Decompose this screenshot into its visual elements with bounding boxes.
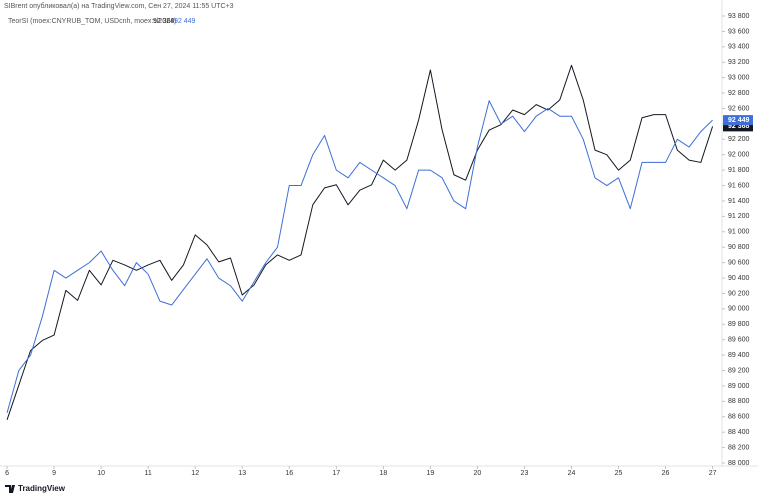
y-tick-label: 91 400 — [728, 198, 750, 205]
x-tick-label: 24 — [568, 470, 576, 477]
y-tick-label: 90 600 — [728, 259, 750, 266]
series-line — [6, 100, 713, 414]
y-tick-label: 91 000 — [728, 229, 750, 236]
x-tick-label: 13 — [238, 470, 246, 477]
legend-title: TeorSI (moex:CNYRUB_TOM, USDcnh, moex:si… — [8, 18, 176, 25]
price-box-bg — [723, 121, 753, 132]
price-box-bg — [723, 115, 753, 126]
y-tick-label: 91 800 — [728, 167, 750, 174]
x-tick-label: 9 — [52, 470, 56, 477]
y-tick-label: 88 600 — [728, 414, 750, 421]
y-tick-label: 93 200 — [728, 59, 750, 66]
y-tick-label: 88 800 — [728, 398, 750, 405]
y-tick-label: 88 200 — [728, 444, 750, 451]
y-tick-label: 88 400 — [728, 429, 750, 436]
y-tick-label: 90 000 — [728, 306, 750, 313]
y-tick-label: 89 400 — [728, 352, 750, 359]
price-box-label: 92 449 — [728, 117, 750, 124]
y-tick-label: 90 800 — [728, 244, 750, 251]
y-tick-label: 93 600 — [728, 28, 750, 35]
x-tick-label: 10 — [97, 470, 105, 477]
y-tick-label: 89 600 — [728, 337, 750, 344]
y-tick-label: 88 000 — [728, 460, 750, 467]
logo — [5, 485, 15, 493]
x-tick-label: 11 — [145, 470, 152, 477]
y-tick-label: 92 800 — [728, 90, 750, 97]
y-tick-label: 91 600 — [728, 182, 750, 189]
x-tick-label: 18 — [379, 470, 387, 477]
y-tick-label: 89 000 — [728, 383, 750, 390]
y-tick-label: 90 400 — [728, 275, 750, 282]
y-tick-label: 92 200 — [728, 136, 750, 143]
y-tick-label: 89 800 — [728, 321, 750, 328]
y-tick-label: 92 000 — [728, 152, 750, 159]
x-tick-label: 17 — [332, 470, 340, 477]
x-tick-label: 16 — [285, 470, 293, 477]
legend-value: 92 368 — [153, 18, 175, 25]
x-tick-label: 6 — [5, 470, 9, 477]
price-box-label: 92 368 — [728, 123, 750, 130]
x-tick-label: 27 — [709, 470, 717, 477]
y-tick-label: 93 000 — [728, 74, 750, 81]
x-tick-label: 20 — [474, 470, 482, 477]
y-tick-label: 91 200 — [728, 213, 750, 220]
y-tick-label: 93 800 — [728, 13, 750, 20]
y-tick-label: 93 400 — [728, 44, 750, 51]
legend-value: 92 449 — [174, 18, 196, 25]
x-tick-label: 12 — [191, 470, 199, 477]
header: SIBrent опубликовал(а) на TradingView.co… — [4, 2, 234, 10]
x-tick-label: 26 — [662, 470, 670, 477]
y-tick-label: 90 200 — [728, 290, 750, 297]
price-box: 92 368 — [723, 121, 753, 132]
y-tick-label: 92 600 — [728, 105, 750, 112]
x-tick-label: 19 — [426, 470, 434, 477]
y-tick-label: 89 200 — [728, 367, 750, 374]
series-line — [6, 64, 714, 421]
x-tick-label: 23 — [521, 470, 529, 477]
x-tick-label: 25 — [615, 470, 623, 477]
watermark: TradingView — [18, 484, 66, 493]
price-box: 92 449 — [723, 115, 753, 126]
